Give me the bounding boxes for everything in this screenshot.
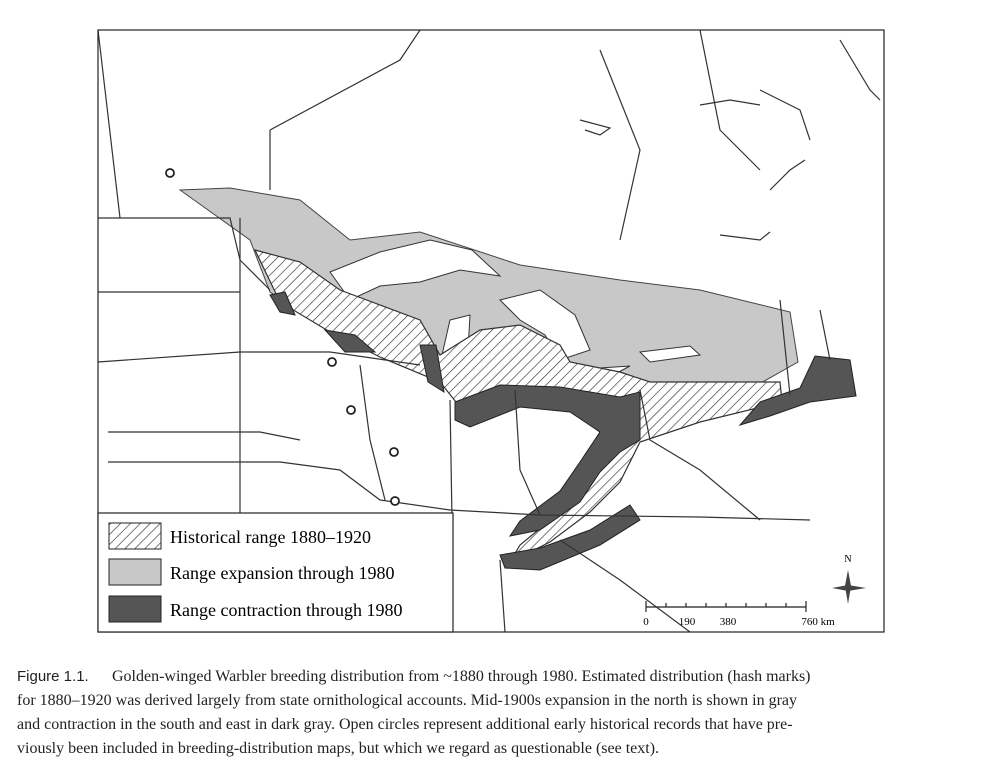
scale-label: 760 km xyxy=(801,616,835,628)
map-frame xyxy=(97,29,885,633)
contraction-range xyxy=(499,504,641,571)
legend-label: Range expansion through 1980 xyxy=(170,563,394,583)
legend-swatch xyxy=(108,558,162,586)
legend-label: Range contraction through 1980 xyxy=(170,600,402,620)
scale-label: 380 xyxy=(720,616,737,628)
caption-line: Golden-winged Warbler breeding distribut… xyxy=(112,668,811,685)
contraction-range xyxy=(269,291,445,394)
caption-line: for 1880–1920 was derived largely from s… xyxy=(17,692,797,709)
scale-label: 190 xyxy=(679,616,696,628)
legend: Historical range 1880–1920 Range expansi… xyxy=(97,512,454,633)
caption-label: Figure 1.1. xyxy=(17,668,89,685)
legend-swatch xyxy=(108,522,162,550)
lake-ontario xyxy=(638,345,702,363)
caption-line: and contraction in the south and east in… xyxy=(17,716,793,733)
contraction-range xyxy=(454,384,641,537)
scale-bar xyxy=(645,601,807,612)
questionable-records xyxy=(165,168,400,506)
lake-huron xyxy=(499,289,591,361)
scale-label: 0 xyxy=(643,616,649,628)
legend-swatch xyxy=(108,595,162,623)
compass-label: N xyxy=(844,554,851,565)
contraction-range xyxy=(738,355,857,426)
compass xyxy=(832,570,866,604)
lake-superior xyxy=(329,239,502,301)
caption: Figure 1.1. Golden-winged Warbler breedi… xyxy=(17,668,811,757)
boundaries xyxy=(98,30,881,632)
caption-line: viously been included in breeding-distri… xyxy=(17,740,659,757)
legend-label: Historical range 1880–1920 xyxy=(170,527,371,547)
